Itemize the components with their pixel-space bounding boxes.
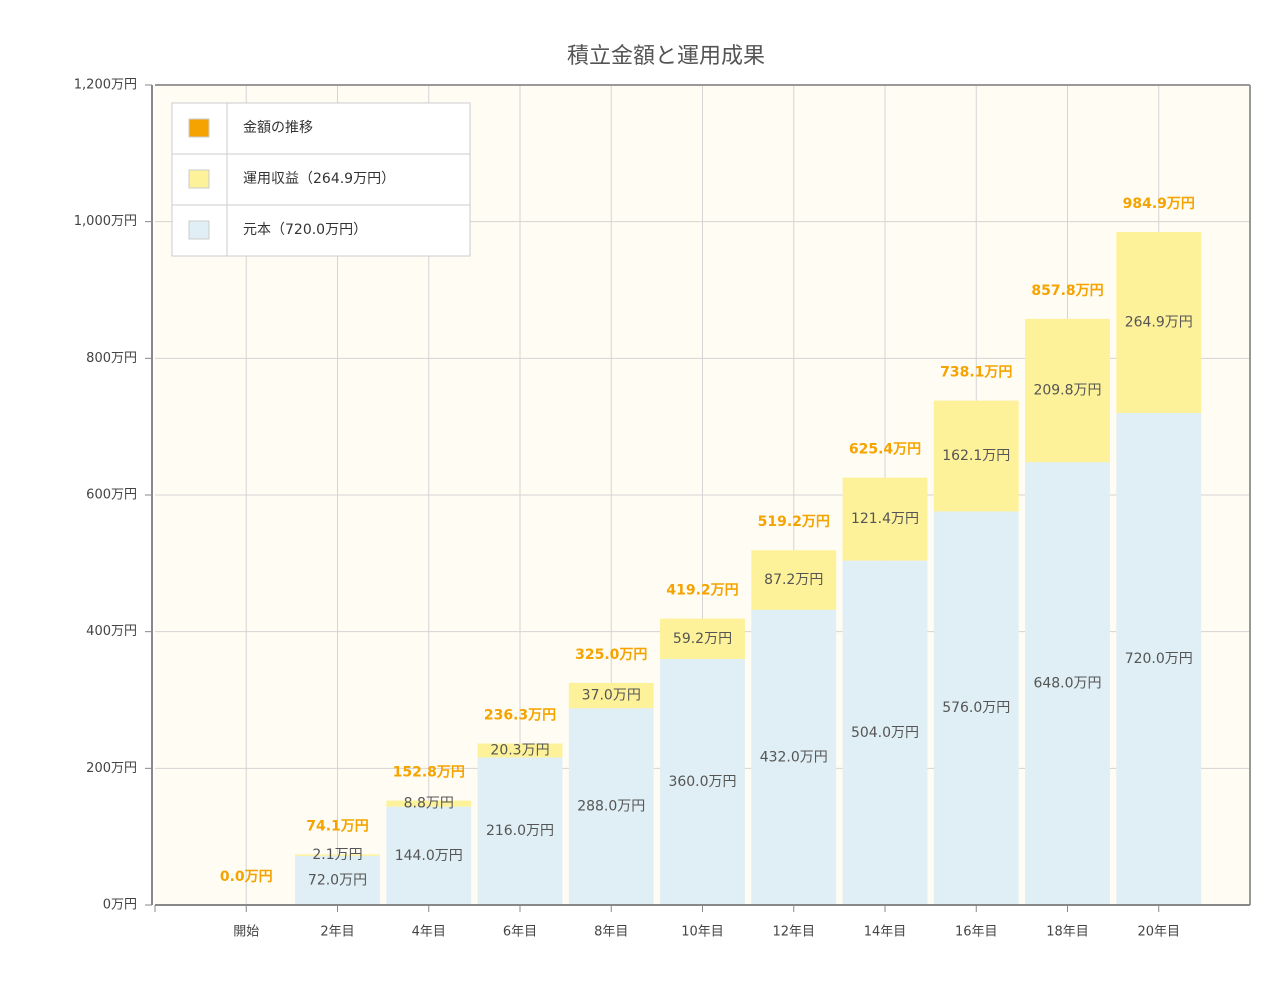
bar-segment — [386, 800, 472, 807]
segment-label: 121.4万円 — [851, 511, 919, 527]
x-tick-label: 14年目 — [864, 925, 907, 940]
total-label: 74.1万円 — [306, 818, 369, 834]
x-tick-label: 4年目 — [412, 925, 446, 940]
legend-swatch — [188, 169, 210, 189]
bar-segment — [568, 682, 654, 709]
total-label: 152.8万円 — [393, 765, 465, 781]
total-point — [336, 852, 340, 856]
legend-label: 元本（720.0万円） — [243, 222, 367, 238]
x-tick-label: 16年目 — [955, 925, 998, 940]
bar-segment — [1116, 231, 1202, 413]
total-label: 738.1万円 — [940, 365, 1012, 381]
total-label: 325.0万円 — [575, 647, 647, 663]
segment-label: 37.0万円 — [582, 688, 641, 704]
bar-segment — [477, 757, 563, 905]
total-label: 625.4万円 — [849, 442, 921, 458]
bar-segment — [933, 400, 1019, 512]
x-tick-label: 開始 — [233, 925, 259, 940]
segment-label: 216.0万円 — [486, 823, 554, 839]
legend-label: 運用収益（264.9万円） — [243, 171, 395, 187]
bar-segment — [295, 855, 380, 905]
total-point — [974, 399, 978, 403]
x-tick-label: 8年目 — [594, 925, 628, 940]
segment-label: 20.3万円 — [490, 742, 549, 758]
total-point — [1066, 317, 1070, 321]
y-tick-label: 400万円 — [86, 624, 137, 639]
total-point — [883, 476, 887, 480]
segment-label: 162.1万円 — [942, 448, 1010, 464]
legend-swatch — [188, 118, 210, 138]
x-tick-label: 18年目 — [1046, 925, 1089, 940]
segment-label: 720.0万円 — [1125, 651, 1193, 667]
segment-label: 72.0万円 — [308, 872, 367, 888]
total-label: 0.0万円 — [220, 869, 273, 885]
bar-segment — [568, 708, 654, 905]
bar-segment — [295, 854, 380, 856]
bar-segment — [751, 609, 837, 905]
total-point — [609, 681, 613, 685]
x-tick-label: 20年目 — [1137, 925, 1180, 940]
total-point — [792, 548, 796, 552]
x-tick-label: 12年目 — [772, 925, 815, 940]
segment-label: 288.0万円 — [577, 799, 645, 815]
bar-segment — [477, 743, 563, 758]
bar-segment — [1116, 413, 1202, 905]
bar-segment — [660, 659, 745, 905]
total-label: 519.2万円 — [758, 514, 830, 530]
x-tick-label: 10年目 — [681, 925, 724, 940]
legend-box — [171, 102, 471, 257]
total-point — [701, 617, 705, 621]
total-label: 236.3万円 — [484, 708, 556, 724]
segment-label: 264.9万円 — [1125, 314, 1193, 330]
bar-segment — [751, 550, 837, 610]
bar-segment — [842, 560, 928, 905]
chart-title: 積立金額と運用成果 — [567, 44, 765, 69]
y-tick-label: 600万円 — [86, 488, 137, 503]
segment-label: 648.0万円 — [1033, 676, 1101, 692]
segment-label: 8.8万円 — [404, 796, 454, 812]
segment-label: 59.2万円 — [673, 631, 732, 647]
total-label: 857.8万円 — [1031, 283, 1103, 299]
y-tick-label: 800万円 — [86, 351, 137, 366]
segment-label: 504.0万円 — [851, 725, 919, 741]
legend-swatch — [188, 220, 210, 240]
total-label: 984.9万円 — [1123, 196, 1195, 212]
total-label: 419.2万円 — [666, 583, 738, 599]
segment-label: 87.2万円 — [764, 572, 823, 588]
bar-segment — [933, 511, 1019, 905]
bar-segment — [1025, 462, 1110, 905]
total-point — [427, 799, 431, 803]
y-tick-label: 200万円 — [86, 761, 137, 776]
total-point — [518, 742, 522, 746]
x-tick-label: 2年目 — [320, 925, 354, 940]
total-point — [1157, 230, 1161, 234]
bar-segment — [842, 477, 928, 561]
x-tick-label: 6年目 — [503, 925, 537, 940]
segment-label: 2.1万円 — [312, 847, 362, 863]
bar-segment — [1025, 318, 1110, 463]
bar-segment — [660, 618, 745, 659]
segment-label: 144.0万円 — [395, 848, 463, 864]
y-tick-label: 1,200万円 — [74, 78, 137, 93]
segment-label: 209.8万円 — [1033, 383, 1101, 399]
segment-label: 360.0万円 — [668, 774, 736, 790]
bar-segment — [386, 806, 472, 905]
y-tick-label: 1,000万円 — [74, 214, 137, 229]
segment-label: 576.0万円 — [942, 700, 1010, 716]
legend-label: 金額の推移 — [243, 120, 313, 136]
y-tick-label: 0万円 — [103, 898, 137, 913]
segment-label: 432.0万円 — [760, 749, 828, 765]
